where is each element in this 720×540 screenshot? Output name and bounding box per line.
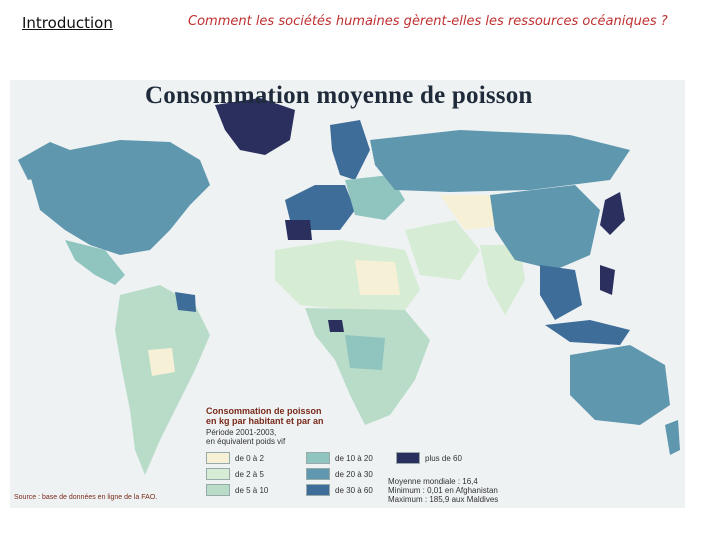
legend-title-line2: en kg par habitant et par an: [206, 416, 324, 426]
legend-label: de 5 à 10: [235, 485, 269, 495]
legend-swatch: [396, 452, 420, 464]
central-asia-region: [440, 195, 505, 230]
philippines-region: [600, 265, 615, 295]
legend-label: de 30 à 60: [335, 485, 373, 495]
mexico-region: [65, 240, 125, 285]
alaska-region: [18, 142, 70, 180]
maximum-value: Maximum : 185,9 aux Maldives: [388, 495, 499, 504]
world-average: Moyenne mondiale : 16,4: [388, 477, 478, 486]
west-africa-coast-region: [328, 320, 344, 332]
southeast-asia-region: [540, 265, 582, 320]
central-africa-region: [345, 335, 385, 370]
scandinavia-region: [330, 120, 370, 180]
legend-swatch: [206, 484, 230, 496]
china-region: [490, 185, 600, 270]
guyana-region: [175, 292, 196, 312]
legend-item-2-5: de 2 à 5: [206, 468, 264, 480]
russia-region: [370, 130, 630, 192]
legend-period-line2: en équivalent poids vif: [206, 437, 286, 446]
australia-region: [570, 345, 670, 425]
india-region: [480, 245, 525, 315]
legend-label: de 20 à 30: [335, 469, 373, 479]
legend-swatch: [206, 452, 230, 464]
section-title: Introduction: [22, 14, 113, 32]
legend-title: Consommation de poisson en kg par habita…: [206, 406, 324, 426]
middle-east-region: [405, 220, 480, 280]
western-europe-region: [285, 185, 355, 230]
eastern-europe-region: [345, 175, 405, 220]
greenland-region: [215, 98, 295, 155]
legend-label: de 10 à 20: [335, 453, 373, 463]
legend-item-20-30: de 20 à 30: [306, 468, 373, 480]
legend-item-5-10: de 5 à 10: [206, 484, 268, 496]
legend-swatch: [306, 468, 330, 480]
slide-question: Comment les sociétés humaines gèrent-ell…: [188, 14, 668, 29]
legend-title-line1: Consommation de poisson: [206, 406, 322, 416]
legend-item-60-plus: plus de 60: [396, 452, 462, 464]
minimum-value: Minimum : 0,01 en Afghanistan: [388, 486, 498, 495]
map-source: Source : base de données en ligne de la …: [14, 494, 158, 501]
south-america-region: [115, 285, 210, 475]
legend-period-line1: Période 2001-2003,: [206, 428, 277, 437]
map-legend: Consommation de poisson en kg par habita…: [206, 406, 546, 506]
indonesia-region: [545, 320, 630, 345]
japan-region: [600, 192, 625, 235]
world-map-shapes: [10, 80, 685, 508]
north-africa-region: [275, 240, 420, 310]
legend-stats: Moyenne mondiale : 16,4 Minimum : 0,01 e…: [388, 477, 498, 504]
iberia-region: [285, 220, 312, 240]
bolivia-region: [148, 348, 175, 376]
legend-swatch: [206, 468, 230, 480]
legend-item-30-60: de 30 à 60: [306, 484, 373, 496]
world-map: Consommation moyenne de poisson Consomma…: [10, 80, 685, 508]
legend-label: de 2 à 5: [235, 469, 264, 479]
legend-swatch: [306, 452, 330, 464]
north-america-region: [30, 140, 210, 255]
legend-swatch: [306, 484, 330, 496]
sahel-region: [355, 260, 400, 295]
map-title: Consommation moyenne de poisson: [145, 82, 533, 109]
legend-label: plus de 60: [425, 453, 462, 463]
legend-period: Période 2001-2003, en équivalent poids v…: [206, 428, 326, 446]
legend-label: de 0 à 2: [235, 453, 264, 463]
new-zealand-region: [665, 420, 680, 455]
legend-item-0-2: de 0 à 2: [206, 452, 264, 464]
legend-item-10-20: de 10 à 20: [306, 452, 373, 464]
